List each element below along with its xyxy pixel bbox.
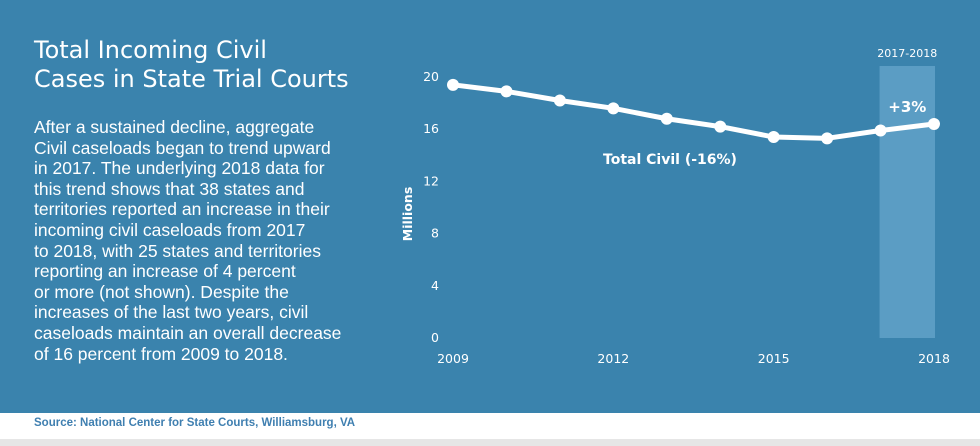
data-point (553, 94, 566, 107)
footer-bar (0, 439, 980, 446)
data-point (767, 131, 780, 144)
data-point (660, 112, 673, 125)
x-tick-label: 2015 (758, 351, 790, 366)
data-point (874, 124, 887, 137)
footer: Source: National Center for State Courts… (0, 413, 980, 446)
x-tick-label: 2018 (918, 351, 950, 366)
data-point (928, 117, 940, 130)
y-tick-label: 8 (431, 226, 439, 241)
highlight-annotation: +3% (888, 98, 926, 116)
data-point (500, 85, 513, 98)
description-text: After a sustained decline, aggregate Civ… (34, 117, 342, 364)
y-tick-label: 12 (423, 173, 439, 188)
source-note: Source: National Center for State Courts… (34, 417, 356, 429)
y-tick-label: 20 (423, 69, 439, 84)
series-line-total-civil (450, 82, 937, 141)
chart-panel (0, 0, 980, 413)
y-tick-label: 0 (431, 330, 439, 345)
y-tick-label: 4 (431, 278, 439, 293)
x-tick-label: 2012 (597, 351, 629, 366)
x-tick-label: 2009 (437, 351, 469, 366)
y-axis-label: Millions (400, 187, 415, 242)
series-label: Total Civil (-16%) (603, 152, 737, 168)
data-point (714, 120, 727, 133)
page-title: Total Incoming Civil Cases in State Tria… (34, 36, 349, 93)
y-tick-label: 16 (423, 121, 439, 136)
line-chart: 2017-2018 +3% 0 4 8 12 16 20 2009 2012 2015 2018… (400, 47, 950, 366)
data-point (607, 102, 620, 115)
data-point (447, 78, 459, 91)
data-point (821, 132, 834, 145)
highlight-period-label: 2017-2018 (877, 47, 937, 60)
highlight-band (879, 66, 935, 338)
